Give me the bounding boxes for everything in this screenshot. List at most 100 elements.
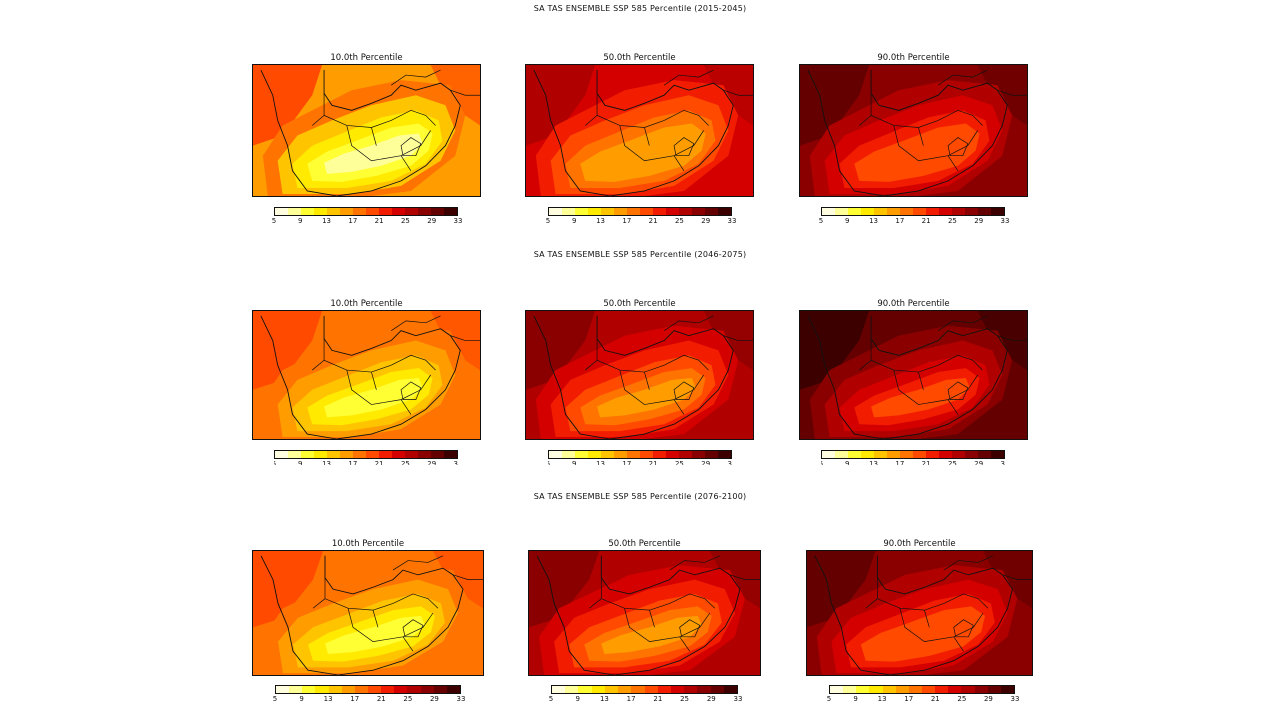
colorbar-tick-label: 5 xyxy=(545,217,551,225)
contour-band xyxy=(597,377,696,418)
colorbar-swatch xyxy=(275,208,288,215)
contour-band xyxy=(871,133,970,174)
contour-band xyxy=(324,133,423,174)
colorbar-swatch xyxy=(340,451,353,458)
colorbar-tick-label: 5 xyxy=(271,217,277,225)
colorbar-tick-label: 21 xyxy=(374,217,384,225)
colorbar-swatch xyxy=(614,208,627,215)
colorbar-swatch xyxy=(965,451,978,458)
colorbar-swatch xyxy=(601,208,614,215)
colorbar-swatch xyxy=(887,451,900,458)
colorbar-swatch xyxy=(640,451,653,458)
colorbar-tick-label: 5 xyxy=(274,460,276,465)
colorbar-swatch xyxy=(418,451,431,458)
province-borders xyxy=(584,338,709,415)
colorbar-swatch xyxy=(379,208,392,215)
contour-band xyxy=(324,377,423,418)
northwest-field xyxy=(529,551,600,628)
map-plot xyxy=(252,64,481,197)
map-svg xyxy=(800,65,1027,196)
colorbar-tick-label: 9 xyxy=(853,695,858,703)
colorbar-swatch xyxy=(1000,686,1014,693)
colorbar: 5 9 13 17 21 25 29 33 xyxy=(545,207,736,226)
colorbar-swatch xyxy=(926,451,939,458)
colorbar-swatch xyxy=(314,451,327,458)
northwest-field xyxy=(253,311,323,390)
colorbar-swatch xyxy=(627,208,640,215)
colorbar-swatch xyxy=(275,451,288,458)
colorbar-tick-label: 13 xyxy=(596,460,606,465)
lesotho-outline xyxy=(402,619,424,638)
row-title-2: SA TAS ENSEMBLE SSP 585 Percentile (2046… xyxy=(533,250,747,259)
colorbar-tick-label: 33 xyxy=(1000,217,1010,225)
colorbar-swatch xyxy=(288,208,301,215)
colorbar-swatch xyxy=(991,451,1004,458)
colorbar-swatches xyxy=(274,450,458,459)
colorbar-tick-label: 17 xyxy=(348,460,358,465)
province-borders xyxy=(311,93,436,172)
colorbar-swatch xyxy=(552,686,566,693)
colorbar-swatch xyxy=(575,451,588,458)
colorbar-tick-label: 33 xyxy=(453,460,458,465)
country-outline xyxy=(260,69,461,196)
colorbar-swatch xyxy=(861,208,874,215)
province-borders xyxy=(865,577,989,652)
colorbar-swatch xyxy=(692,451,705,458)
colorbar-swatch xyxy=(848,208,861,215)
colorbar-swatch xyxy=(705,451,718,458)
colorbar-swatch xyxy=(381,686,395,693)
colorbar-swatch xyxy=(302,686,316,693)
northeast-field xyxy=(430,311,480,371)
colorbar-swatch xyxy=(446,686,460,693)
colorbar-swatch xyxy=(679,208,692,215)
colorbar-swatch xyxy=(908,686,922,693)
colorbar: 5 9 13 17 21 25 29 33 xyxy=(821,450,1005,465)
colorbar-tick-label: 25 xyxy=(947,460,957,465)
northwest-field xyxy=(807,551,876,628)
colorbar-swatch xyxy=(601,451,614,458)
panel-title: 90.0th Percentile xyxy=(877,53,950,63)
colorbar-swatch xyxy=(835,451,848,458)
map-plot xyxy=(525,310,754,440)
colorbar-swatch xyxy=(353,208,366,215)
colorbar-swatch xyxy=(407,686,421,693)
colorbar-tick-label: 29 xyxy=(983,695,993,703)
colorbar-tick-label: 17 xyxy=(895,460,905,465)
map-svg xyxy=(253,551,483,675)
colorbar-swatch xyxy=(900,208,913,215)
colorbar-tick-label: 29 xyxy=(974,217,984,225)
colorbar-swatch xyxy=(965,208,978,215)
colorbar-swatch xyxy=(289,686,303,693)
colorbar-tick-label: 25 xyxy=(674,460,684,465)
country-outline xyxy=(807,315,1008,439)
province-borders xyxy=(312,577,439,652)
neighbour-borders xyxy=(943,555,1032,580)
lesotho-outline xyxy=(673,381,695,400)
colorbar-swatch xyxy=(301,451,314,458)
colorbar-swatch xyxy=(861,451,874,458)
province-borders xyxy=(584,93,709,172)
panel-title: 50.0th Percentile xyxy=(608,539,681,549)
map-svg xyxy=(253,311,480,439)
lesotho-outline xyxy=(673,137,695,157)
colorbar-swatch xyxy=(405,208,418,215)
neighbour-borders xyxy=(663,315,753,341)
neighbour-borders xyxy=(937,69,1027,96)
colorbar: 5 9 13 17 21 25 29 33 xyxy=(548,450,732,465)
colorbar-swatch xyxy=(327,451,340,458)
colorbar-tick-label: 21 xyxy=(648,217,658,225)
colorbar: 5 9 13 17 21 25 29 33 xyxy=(274,450,458,465)
colorbar-swatch xyxy=(874,208,887,215)
colorbar-tick-label: 21 xyxy=(921,460,931,465)
colorbar-tick-label: 9 xyxy=(298,460,303,465)
colorbar-tick-label: 29 xyxy=(427,217,437,225)
colorbar-swatch xyxy=(710,686,724,693)
colorbar-swatch xyxy=(367,686,382,693)
colorbar-swatch xyxy=(974,686,988,693)
colorbar-tick-label: 25 xyxy=(403,695,413,703)
colorbar-tick-label: 13 xyxy=(869,460,879,465)
colorbar-swatch xyxy=(392,451,405,458)
northwest-field xyxy=(800,311,870,390)
colorbar-tick-label: 21 xyxy=(648,460,658,465)
map-plot xyxy=(528,550,761,676)
